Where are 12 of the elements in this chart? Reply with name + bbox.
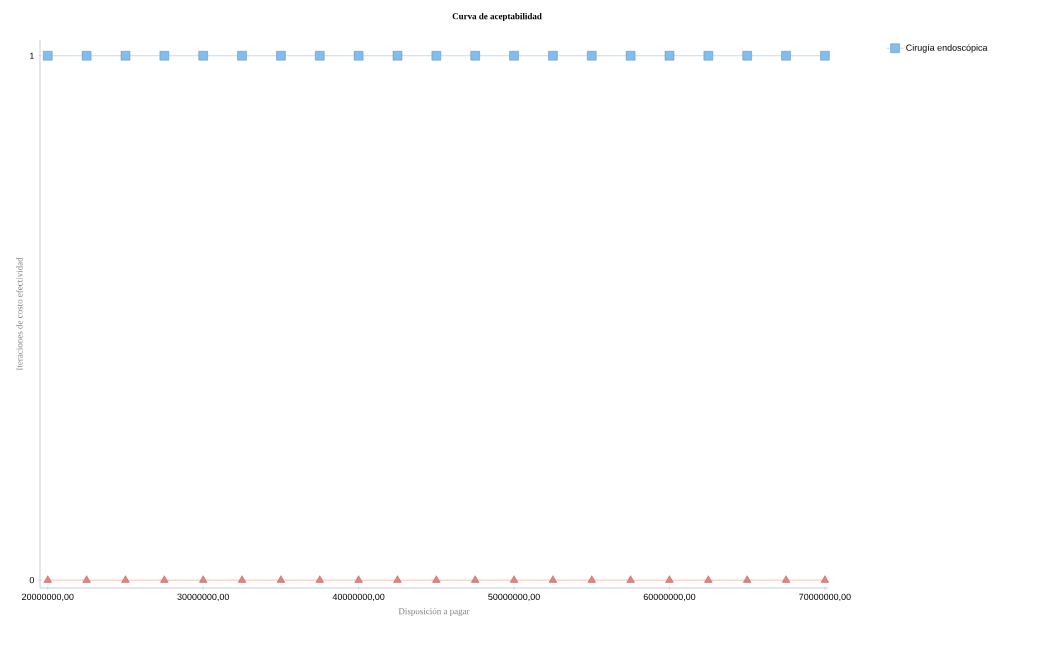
legend-label: Cirugía endoscópica — [906, 44, 988, 53]
x-tick-label: 60000000,00 — [643, 593, 696, 602]
x-tick-label: 30000000,00 — [177, 593, 230, 602]
x-tick-label: 40000000,00 — [332, 593, 385, 602]
y-tick-label: 1 — [30, 52, 34, 59]
x-tick-label: 70000000,00 — [799, 593, 851, 602]
x-axis-title: Disposición a pagar — [398, 607, 470, 617]
y-tick-label: 0 — [29, 576, 35, 584]
x-tick-label: 50000000,00 — [488, 593, 540, 602]
x-tick-label: 20000000,00 — [22, 593, 74, 602]
y-axis-title: Iteraciones de costo efectividad — [16, 257, 23, 371]
chart-title: Curva de aceptabilidad — [452, 12, 542, 22]
